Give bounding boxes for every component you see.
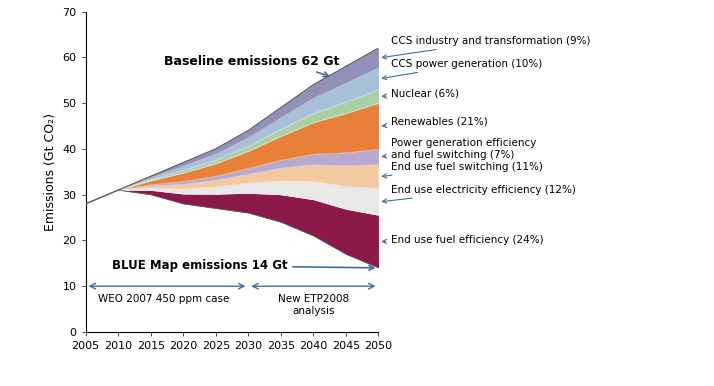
Text: Nuclear (6%): Nuclear (6%) xyxy=(383,89,459,99)
Text: Baseline emissions 62 Gt: Baseline emissions 62 Gt xyxy=(164,56,339,77)
Text: BLUE Map emissions 14 Gt: BLUE Map emissions 14 Gt xyxy=(111,259,373,272)
Text: CCS industry and transformation (9%): CCS industry and transformation (9%) xyxy=(383,36,591,59)
Y-axis label: Emissions (Gt CO₂): Emissions (Gt CO₂) xyxy=(44,113,57,231)
Text: Power generation efficiency
and fuel switching (7%): Power generation efficiency and fuel swi… xyxy=(383,138,537,160)
Text: End use electricity efficiency (12%): End use electricity efficiency (12%) xyxy=(383,185,576,203)
Text: New ETP2008
analysis: New ETP2008 analysis xyxy=(278,295,349,316)
Text: Renewables (21%): Renewables (21%) xyxy=(383,117,488,128)
Text: End use fuel efficiency (24%): End use fuel efficiency (24%) xyxy=(383,235,544,245)
Text: WEO 2007 450 ppm case: WEO 2007 450 ppm case xyxy=(98,295,229,305)
Text: CCS power generation (10%): CCS power generation (10%) xyxy=(383,59,543,80)
Text: End use fuel switching (11%): End use fuel switching (11%) xyxy=(383,162,543,178)
